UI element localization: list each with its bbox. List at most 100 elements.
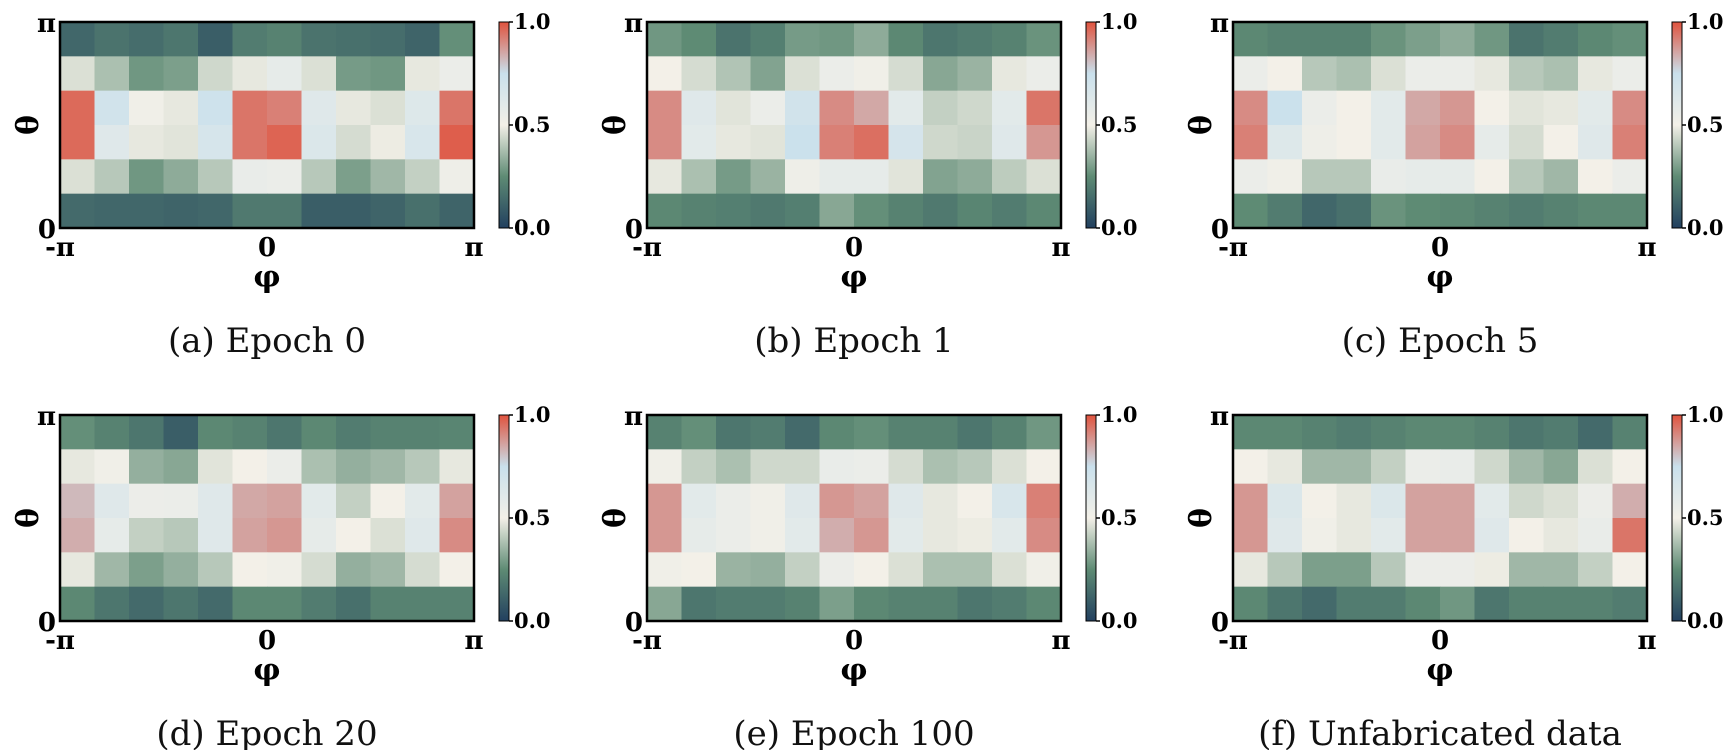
heatmap-cell — [681, 449, 717, 485]
heatmap-cell — [1440, 552, 1475, 588]
heatmap-cell — [405, 483, 440, 519]
heatmap-cell — [267, 56, 302, 92]
heatmap-cell — [163, 483, 199, 519]
heatmap-cell — [198, 586, 233, 622]
heatmap-cell — [888, 449, 924, 485]
heatmap-cell — [1371, 449, 1406, 485]
heatmap-cell — [1509, 415, 1544, 450]
heatmap-cell — [405, 193, 440, 229]
heatmap-cell — [198, 90, 233, 126]
heatmap-cell — [301, 586, 337, 622]
heatmap-cell — [439, 22, 475, 57]
heatmap-cell — [336, 159, 371, 195]
x-tick-label: π — [1051, 626, 1070, 656]
subfigure-caption: (d) Epoch 20 — [156, 714, 377, 750]
heatmap-cell — [60, 415, 95, 450]
heatmap-cell — [1233, 56, 1268, 92]
heatmap-cell — [1509, 518, 1544, 553]
heatmap-cell — [1612, 552, 1648, 588]
heatmap-cell — [681, 552, 717, 588]
heatmap-cell — [336, 518, 371, 553]
heatmap-cell — [1233, 449, 1268, 485]
heatmap-cell — [94, 586, 130, 622]
heatmap-cell — [819, 22, 855, 57]
heatmap-cell — [785, 159, 820, 195]
heatmap-cell — [854, 415, 889, 450]
heatmap-cell — [819, 415, 855, 450]
heatmap-cell — [1612, 56, 1648, 92]
heatmap-cell — [163, 449, 199, 485]
heatmap-cell — [129, 125, 164, 160]
heatmap-cell — [1578, 415, 1613, 450]
heatmap-cell — [94, 159, 130, 195]
heatmap-cell — [785, 552, 820, 588]
heatmap-cell — [267, 518, 302, 553]
heatmap-cell — [750, 159, 786, 195]
heatmap-cell — [1405, 586, 1441, 622]
heatmap-cell — [370, 552, 406, 588]
heatmap-cell — [785, 518, 820, 553]
heatmap-cell — [1302, 449, 1337, 485]
heatmap-cell — [716, 518, 751, 553]
heatmap-cell — [1612, 415, 1648, 450]
x-tick-label: 0 — [1431, 233, 1449, 263]
heatmap-cell — [957, 193, 993, 229]
heatmap-cell — [819, 518, 855, 553]
heatmap-cell — [1509, 586, 1544, 622]
colorbar-tick-label: 0.5 — [1687, 112, 1724, 137]
colorbar — [1085, 21, 1097, 229]
heatmap-cell — [1474, 415, 1510, 450]
x-tick-label: -π — [1218, 626, 1248, 656]
heatmap-cell — [647, 483, 682, 519]
heatmap-cell — [854, 159, 889, 195]
heatmap-cell — [923, 552, 958, 588]
y-tick-label: π — [1210, 9, 1229, 39]
heatmap-cell — [647, 125, 682, 160]
heatmap-cell — [1543, 125, 1579, 160]
heatmap-cell — [1509, 193, 1544, 229]
heatmap-cell — [888, 586, 924, 622]
heatmap-cell — [163, 193, 199, 229]
plot-frame — [645, 20, 1063, 230]
heatmap-cell — [1474, 159, 1510, 195]
heatmap-cell — [957, 415, 993, 450]
heatmap-cell — [1474, 90, 1510, 126]
heatmap-cell — [1509, 90, 1544, 126]
heatmap-cell — [232, 552, 268, 588]
heatmap-cell — [785, 193, 820, 229]
heatmap-cell — [1543, 415, 1579, 450]
heatmap-cell — [1543, 483, 1579, 519]
heatmap-cell — [1612, 159, 1648, 195]
heatmap-cell — [923, 449, 958, 485]
heatmap-cell — [1336, 22, 1372, 57]
heatmap-cell — [129, 483, 164, 519]
heatmap-cell — [1509, 22, 1544, 57]
subfigure-caption: (c) Epoch 5 — [1342, 321, 1539, 361]
heatmap-cell — [1405, 56, 1441, 92]
heatmap-cell — [854, 22, 889, 57]
heatmap-cell — [854, 90, 889, 126]
heatmap-cell — [129, 90, 164, 126]
subfigure-caption: (f) Unfabricated data — [1258, 714, 1622, 750]
heatmap-cell — [94, 22, 130, 57]
heatmap-cell — [1026, 586, 1062, 622]
x-tick-label: 0 — [258, 626, 276, 656]
heatmap-cell — [1543, 159, 1579, 195]
heatmap-cell — [992, 518, 1027, 553]
heatmap-cell — [888, 22, 924, 57]
x-tick-label: -π — [632, 233, 662, 263]
heatmap-cell — [681, 586, 717, 622]
heatmap-cell — [785, 125, 820, 160]
heatmap-cell — [1026, 159, 1062, 195]
heatmap-cell — [1578, 22, 1613, 57]
heatmap-cell — [1026, 56, 1062, 92]
heatmap-cell — [1612, 449, 1648, 485]
heatmap-cell — [1440, 415, 1475, 450]
colorbar — [498, 21, 510, 229]
heatmap-cell — [750, 586, 786, 622]
heatmap-cell — [1405, 483, 1441, 519]
heatmap-cell — [301, 56, 337, 92]
heatmap-cell — [888, 193, 924, 229]
heatmap-cell — [957, 483, 993, 519]
